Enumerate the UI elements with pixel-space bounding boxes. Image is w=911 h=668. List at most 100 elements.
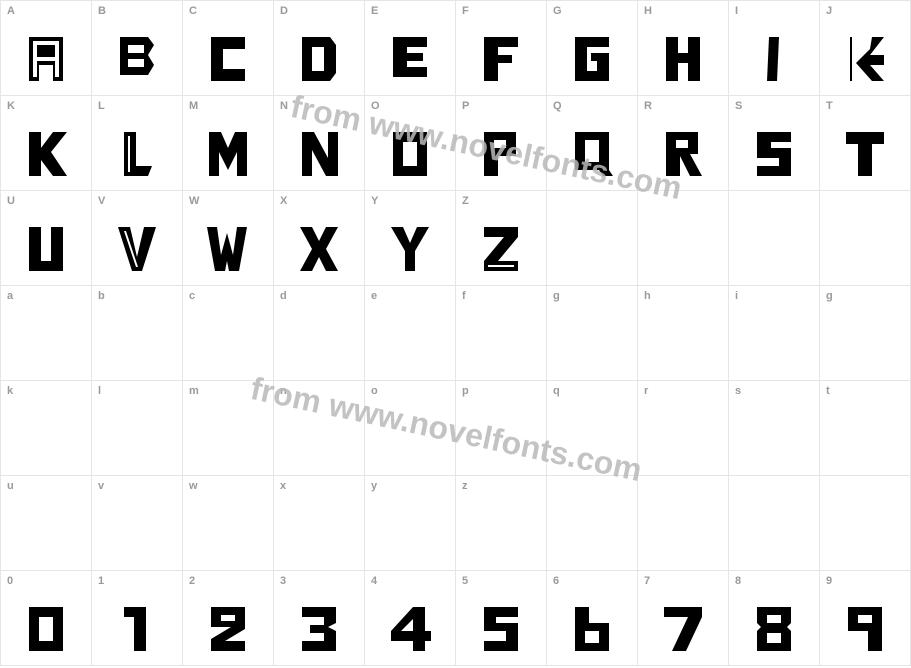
cell-label: F [462, 5, 469, 17]
char-cell: c [183, 286, 274, 381]
cell-label: I [735, 5, 738, 17]
char-cell: 0 [1, 571, 92, 666]
glyph-U [1, 219, 91, 279]
char-cell: 7 [638, 571, 729, 666]
char-cell: 8 [729, 571, 820, 666]
char-cell: t [820, 381, 911, 476]
glyph-7 [638, 599, 728, 659]
cell-label: Q [553, 100, 562, 112]
cell-label: Y [371, 195, 378, 207]
char-cell: 9 [820, 571, 911, 666]
cell-label: X [280, 195, 287, 207]
char-cell: S [729, 96, 820, 191]
glyph-W [183, 219, 273, 279]
glyph-A [1, 29, 91, 89]
char-cell: O [365, 96, 456, 191]
char-cell: z [456, 476, 547, 571]
char-cell: T [820, 96, 911, 191]
glyph-O [365, 124, 455, 184]
char-cell: r [638, 381, 729, 476]
cell-label: e [371, 290, 377, 302]
char-cell: w [183, 476, 274, 571]
char-cell [820, 191, 911, 286]
glyph-H [638, 29, 728, 89]
cell-label: J [826, 5, 832, 17]
cell-label: l [98, 385, 101, 397]
cell-label: 3 [280, 575, 286, 587]
char-cell: D [274, 1, 365, 96]
char-cell: L [92, 96, 183, 191]
char-cell: d [274, 286, 365, 381]
glyph-V [92, 219, 182, 279]
glyph-K [1, 124, 91, 184]
char-cell: f [456, 286, 547, 381]
char-cell: P [456, 96, 547, 191]
char-cell: n [274, 381, 365, 476]
cell-label: 6 [553, 575, 559, 587]
cell-label: W [189, 195, 199, 207]
char-cell: o [365, 381, 456, 476]
cell-label: C [189, 5, 197, 17]
cell-label: u [7, 480, 14, 492]
char-cell: B [92, 1, 183, 96]
cell-label: v [98, 480, 104, 492]
cell-label: N [280, 100, 288, 112]
char-cell [547, 476, 638, 571]
cell-label: R [644, 100, 652, 112]
char-cell: y [365, 476, 456, 571]
char-cell: a [1, 286, 92, 381]
cell-label: y [371, 480, 377, 492]
cell-label: h [644, 290, 651, 302]
cell-label: s [735, 385, 741, 397]
glyph-0 [1, 599, 91, 659]
char-cell: R [638, 96, 729, 191]
cell-label: d [280, 290, 287, 302]
char-cell: h [638, 286, 729, 381]
cell-label: g [826, 290, 833, 302]
glyph-F [456, 29, 546, 89]
char-cell: G [547, 1, 638, 96]
cell-label: 5 [462, 575, 468, 587]
char-cell: p [456, 381, 547, 476]
char-cell: k [1, 381, 92, 476]
cell-label: V [98, 195, 105, 207]
glyph-Z [456, 219, 546, 279]
cell-label: Z [462, 195, 469, 207]
cell-label: B [98, 5, 106, 17]
cell-label: k [7, 385, 13, 397]
char-cell [638, 191, 729, 286]
glyph-G [547, 29, 637, 89]
cell-label: o [371, 385, 378, 397]
cell-label: r [644, 385, 648, 397]
char-cell: s [729, 381, 820, 476]
char-cell: E [365, 1, 456, 96]
char-cell: l [92, 381, 183, 476]
char-cell: q [547, 381, 638, 476]
glyph-2 [183, 599, 273, 659]
cell-label: 8 [735, 575, 741, 587]
char-cell: 4 [365, 571, 456, 666]
cell-label: c [189, 290, 195, 302]
glyph-C [183, 29, 273, 89]
glyph-8 [729, 599, 819, 659]
cell-label: m [189, 385, 199, 397]
glyph-4 [365, 599, 455, 659]
cell-label: a [7, 290, 13, 302]
char-cell: v [92, 476, 183, 571]
glyph-9 [820, 599, 910, 659]
cell-label: K [7, 100, 15, 112]
char-cell: 2 [183, 571, 274, 666]
glyph-P [456, 124, 546, 184]
glyph-Y [365, 219, 455, 279]
char-cell: 5 [456, 571, 547, 666]
char-cell [547, 191, 638, 286]
char-cell: X [274, 191, 365, 286]
cell-label: 9 [826, 575, 832, 587]
char-cell: x [274, 476, 365, 571]
cell-label: w [189, 480, 198, 492]
char-cell: K [1, 96, 92, 191]
char-cell: I [729, 1, 820, 96]
cell-label: P [462, 100, 469, 112]
glyph-3 [274, 599, 364, 659]
char-cell: A [1, 1, 92, 96]
